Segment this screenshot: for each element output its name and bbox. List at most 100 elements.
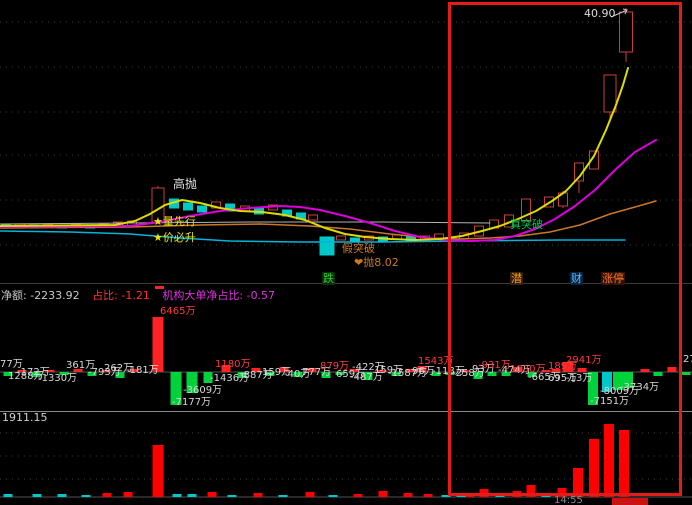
candle	[619, 11, 633, 53]
volume-bar	[227, 495, 237, 497]
flow-value-label: 6465万	[160, 306, 196, 317]
flow-bar	[101, 370, 111, 372]
event-marker[interactable]: 潜	[510, 272, 523, 285]
flow-value-label: -8009万	[600, 386, 640, 397]
candle	[197, 205, 207, 213]
volume-bar	[152, 445, 164, 497]
event-marker[interactable]: 涨停	[601, 272, 625, 285]
volume-bar	[495, 495, 505, 497]
volume-bar	[3, 494, 13, 497]
flow-bar	[279, 367, 289, 372]
flow-value-label: -474万	[498, 365, 531, 376]
flow-bar	[551, 369, 561, 372]
flow-value-label: -1587万	[388, 368, 428, 379]
money-flow-status-bar: 净额: -2233.92 占比: -1.21 机构大单净占比: -0.57	[1, 287, 275, 303]
flow-bar	[363, 372, 373, 380]
flow-bar	[623, 372, 633, 388]
volume-bar	[403, 493, 413, 497]
flow-value-label: 879万	[320, 361, 350, 372]
flow-value-label: 159万	[262, 367, 292, 378]
ma-magenta	[0, 139, 657, 242]
flow-value-label: -487万	[350, 372, 383, 383]
flow-bar	[527, 372, 537, 377]
ratio-value: -1.21	[121, 289, 150, 302]
flow-bar	[59, 372, 69, 375]
flow-bar	[640, 369, 650, 372]
volume-bar	[423, 494, 433, 497]
flow-bar	[73, 369, 83, 372]
flow-bar	[602, 372, 612, 392]
flow-bar	[152, 317, 164, 372]
volume-bar	[512, 491, 522, 497]
flow-value-label: 659万	[336, 369, 366, 380]
candle	[319, 236, 335, 256]
volume-bar	[305, 492, 315, 497]
flow-value-label: -931万	[478, 360, 511, 371]
volume-bar	[328, 495, 338, 497]
volume-bar	[441, 495, 451, 497]
flow-value-label: -172万	[17, 367, 50, 378]
flow-bar	[377, 370, 387, 372]
flow-bar	[405, 369, 415, 372]
candle	[603, 74, 617, 113]
price-callout: 40.90	[584, 8, 616, 19]
flow-bar	[221, 365, 231, 372]
ma-white	[0, 221, 491, 225]
flow-bar	[667, 367, 677, 372]
flow-bar	[513, 367, 523, 372]
volume-bar	[526, 485, 536, 497]
flow-value-label: 262万	[104, 363, 134, 374]
volume-bar	[604, 424, 614, 497]
flow-value-label: -258万	[452, 368, 485, 379]
flow-value-label: -13万	[566, 373, 593, 384]
flow-value-label: -1436万	[210, 373, 250, 384]
event-marker[interactable]: 财	[570, 272, 583, 285]
candle	[183, 202, 193, 211]
flow-value-label: 1030万	[510, 364, 546, 375]
flow-bar	[115, 372, 125, 378]
ratio-label: 占比:	[92, 289, 118, 302]
volume-bar	[207, 492, 217, 497]
ma-yellow	[0, 67, 629, 241]
flow-value-label: -422万	[352, 362, 385, 373]
volume-bar	[619, 430, 629, 497]
flow-bar	[653, 372, 663, 376]
chart-annotation: 高抛	[173, 177, 198, 191]
flow-bar	[487, 372, 497, 376]
flow-bar	[170, 372, 182, 405]
panel-separator-top	[0, 283, 692, 284]
volume-bar	[541, 495, 551, 497]
candle	[521, 198, 531, 222]
flow-bar	[31, 372, 41, 377]
flow-bar	[237, 372, 247, 378]
flow-bar	[613, 372, 623, 390]
chart-annotation: 假突破	[342, 242, 375, 255]
candle	[589, 150, 599, 170]
volume-bar	[172, 494, 182, 497]
event-marker[interactable]: 跌	[322, 272, 335, 285]
chart-annotation: ★价必升	[153, 231, 196, 244]
ma-cyan	[0, 230, 626, 243]
volume-bar	[479, 489, 489, 497]
flow-bar	[588, 372, 598, 405]
flow-bar	[251, 368, 261, 372]
flow-value-label: 361万	[66, 360, 96, 371]
volume-bar	[102, 493, 112, 497]
flow-bar	[265, 372, 275, 376]
volume-bar	[465, 493, 475, 497]
flow-bar	[577, 368, 587, 372]
flow-value-label: 777万	[302, 367, 332, 378]
volume-scale-label: 1911.15	[2, 411, 48, 424]
flow-bar	[431, 372, 441, 376]
chart-annotation: ★量先行	[153, 215, 196, 228]
time-axis-label: 14:55	[554, 495, 583, 505]
flow-bar	[3, 372, 13, 376]
chart-annotation: 真突破	[510, 218, 543, 231]
callout-arrow	[610, 9, 628, 18]
volume-bar	[378, 491, 388, 497]
flow-value-label: 2941万	[566, 355, 602, 366]
flow-value-label: 189万	[548, 361, 578, 372]
flow-bar	[349, 369, 359, 372]
flow-bar	[681, 372, 691, 375]
